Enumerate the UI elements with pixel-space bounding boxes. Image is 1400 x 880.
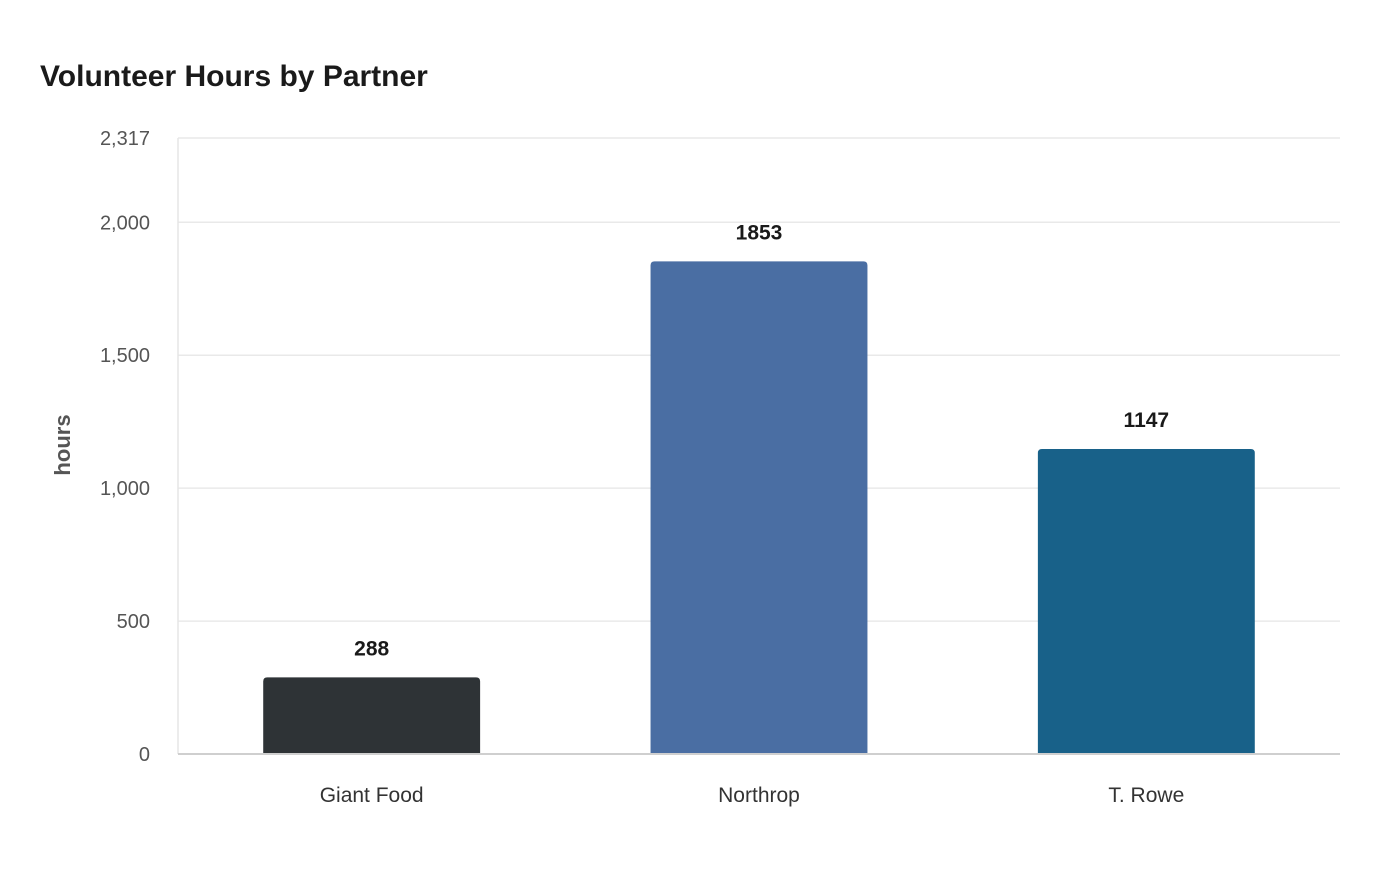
- y-axis: 0 500 1,000 1,500 2,000 2,317: [100, 128, 179, 766]
- data-label: 1147: [1124, 409, 1170, 432]
- chart-title: Volunteer Hours by Partner: [40, 60, 428, 93]
- x-tick-label: Northrop: [718, 784, 800, 807]
- y-axis-title: hours: [50, 414, 75, 475]
- y-tick-label: 2,000: [100, 212, 150, 234]
- data-label: 288: [354, 637, 389, 660]
- x-tick-label: Giant Food: [320, 784, 424, 807]
- bars: 288 1853 1147: [263, 221, 1255, 754]
- bar: [1037, 449, 1255, 754]
- y-tick-label: 1,000: [100, 478, 150, 500]
- bar: [263, 677, 481, 754]
- y-tick-label: 2,317: [100, 128, 150, 150]
- x-axis: Giant Food Northrop T. Rowe: [178, 753, 1340, 807]
- bar: [650, 261, 868, 754]
- y-tick-label: 500: [117, 611, 150, 633]
- data-label: 1853: [736, 221, 783, 244]
- x-tick-label: T. Rowe: [1108, 784, 1184, 807]
- y-tick-label: 0: [139, 744, 150, 766]
- y-tick-label: 1,500: [100, 345, 150, 367]
